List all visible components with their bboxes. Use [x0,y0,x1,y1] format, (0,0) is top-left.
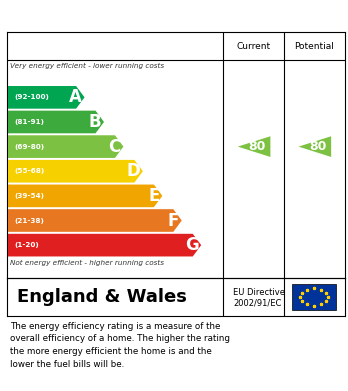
Text: (39-54): (39-54) [14,193,45,199]
Text: Potential: Potential [294,42,334,51]
Text: 80: 80 [309,140,326,153]
Text: C: C [109,138,121,156]
Polygon shape [238,136,270,157]
Text: EU Directive: EU Directive [233,288,285,297]
Text: Energy Efficiency Rating: Energy Efficiency Rating [17,9,227,23]
Text: (1-20): (1-20) [14,242,39,248]
Polygon shape [8,86,85,109]
Text: F: F [168,212,179,230]
Text: (69-80): (69-80) [14,143,45,150]
Polygon shape [8,135,124,158]
Text: (21-38): (21-38) [14,217,44,224]
Text: The energy efficiency rating is a measure of the
overall efficiency of a home. T: The energy efficiency rating is a measur… [10,321,230,369]
Text: Not energy efficient - higher running costs: Not energy efficient - higher running co… [10,260,164,266]
FancyBboxPatch shape [292,283,336,310]
Text: (81-91): (81-91) [14,119,45,125]
Polygon shape [8,185,162,207]
Text: (92-100): (92-100) [14,94,49,100]
Text: 2002/91/EC: 2002/91/EC [233,298,282,307]
Polygon shape [8,160,143,183]
Text: 80: 80 [248,140,266,153]
Text: G: G [185,236,198,254]
Polygon shape [8,111,104,133]
Text: A: A [69,88,82,106]
Text: Very energy efficient - lower running costs: Very energy efficient - lower running co… [10,63,165,69]
Text: E: E [148,187,160,205]
Polygon shape [299,136,331,157]
Text: England & Wales: England & Wales [17,288,187,306]
Polygon shape [8,234,201,256]
Text: Current: Current [236,42,270,51]
Text: D: D [126,162,140,180]
Polygon shape [8,209,182,232]
Text: B: B [89,113,101,131]
Text: (55-68): (55-68) [14,168,45,174]
